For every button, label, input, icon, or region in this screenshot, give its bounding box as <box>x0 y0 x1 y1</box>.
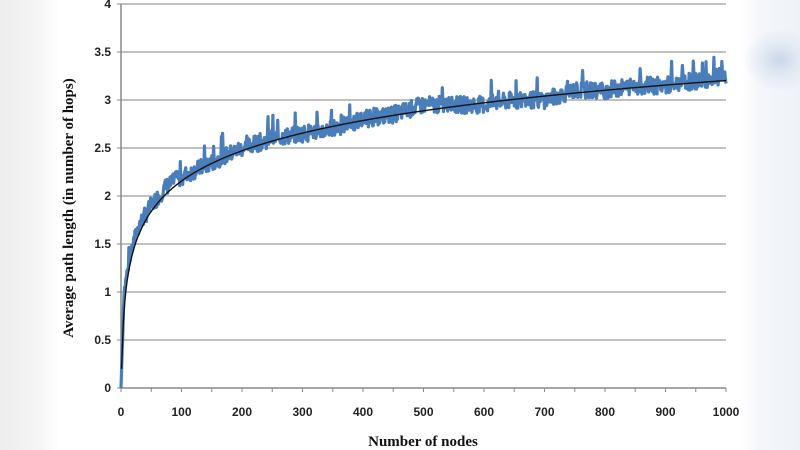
y-tick-label: 2.5 <box>94 141 111 155</box>
data-series-line <box>119 55 728 389</box>
y-tick-label: 4 <box>104 0 111 11</box>
trendline <box>120 79 727 369</box>
y-axis-ticks: 0 0.5 1 1.5 2 2.5 3 3.5 4 <box>94 0 121 395</box>
x-tick-label: 0 <box>118 405 125 419</box>
x-tick-label: 400 <box>353 405 373 419</box>
x-tick-label: 200 <box>232 405 252 419</box>
x-tick-label: 500 <box>413 405 433 419</box>
x-tick-label: 900 <box>655 405 675 419</box>
background-blur <box>745 30 800 90</box>
y-tick-label: 3.5 <box>94 45 111 59</box>
x-tick-label: 700 <box>534 405 554 419</box>
x-tick-label: 1000 <box>713 405 740 419</box>
y-tick-label: 3 <box>104 93 111 107</box>
x-tick-label: 800 <box>595 405 615 419</box>
x-tick-label: 100 <box>171 405 191 419</box>
x-tick-label: 300 <box>292 405 312 419</box>
y-tick-label: 1.5 <box>94 237 111 251</box>
y-tick-label: 2 <box>104 189 111 203</box>
y-tick-label: 0 <box>104 381 111 395</box>
y-axis-title: Average path length (in number of hops) <box>61 78 77 337</box>
y-tick-label: 0.5 <box>94 333 111 347</box>
chart-page <box>58 0 742 450</box>
x-axis-title: Number of nodes <box>368 434 478 450</box>
gridlines <box>121 3 726 341</box>
y-tick-label: 1 <box>104 285 111 299</box>
x-tick-label: 600 <box>474 405 494 419</box>
x-axis-ticks: 0 100 200 300 400 500 600 700 800 900 1000 <box>118 388 740 419</box>
